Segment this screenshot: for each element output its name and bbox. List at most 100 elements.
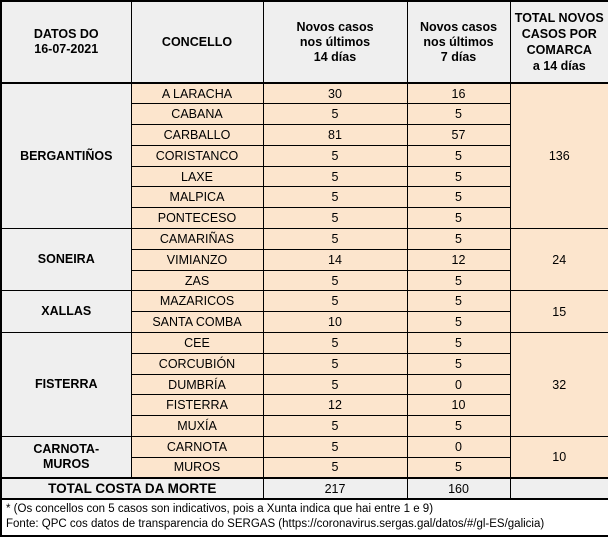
cases-7d-cell: 5 [406,415,511,438]
footnotes-cell: * (Os concellos con 5 casos son indicati… [0,498,608,537]
cases-7d-cell: 5 [406,332,511,354]
table-row: BERGANTIÑOS A LARACHA 30 16 136 [0,82,608,230]
cases-7d-cell: 5 [406,269,511,292]
table-row: ZAS 5 5 [1,269,608,292]
cases-14d-cell: 14 [262,248,408,271]
comarca-cell: XALLAS [0,290,132,334]
table-header: DATOS DO 16-07-2021 CONCELLO Novos casos… [0,0,608,84]
cases-14d-cell: 5 [262,103,408,126]
table-row: CARNOTA- MUROS CARNOTA 5 0 10 [0,436,608,479]
cases-14d-cell: 5 [262,144,408,167]
concello-cell: CABANA [130,103,264,126]
col-header-comarca-total: TOTAL NOVOS CASOS POR COMARCA a 14 días [509,0,608,84]
table-bottom: TOTAL COSTA DA MORTE 217 160 * (Os conce… [0,477,608,537]
total-row: TOTAL COSTA DA MORTE 217 160 [0,477,608,500]
cases-14d-cell: 5 [262,436,408,458]
concello-cell: DUMBRÍA [130,373,264,396]
concello-cell: MALPICA [130,186,264,209]
cases-7d-cell: 5 [406,186,511,209]
cases-14d-cell: 5 [262,332,408,354]
cases-14d-cell: 5 [262,290,408,313]
cases-14d-cell: 5 [262,207,408,230]
concello-cell: VIMIANZO [130,248,264,271]
cases-14d-cell: 5 [262,415,408,438]
total-7d-cell: 160 [406,477,511,500]
comarca-total-cell: 24 [509,228,608,292]
col-header-7d: Novos casos nos últimos 7 días [406,0,511,84]
report-date-header: DATOS DO 16-07-2021 [0,0,132,84]
concello-cell: ZAS [130,269,264,292]
header-row: DATOS DO 16-07-2021 CONCELLO Novos casos… [0,0,608,84]
footnote-asterisk: * (Os concellos con 5 casos son indicati… [6,503,434,516]
cases-14d-cell: 5 [262,373,408,396]
concello-cell: SANTA COMBA [130,311,264,334]
comarca-total-cell: 32 [509,332,608,438]
table-row: LAXE 5 5 [1,165,608,188]
cases-14d-cell: 81 [262,124,408,146]
cases-7d-cell: 5 [406,456,511,479]
footnotes-row: * (Os concellos con 5 casos son indicati… [0,498,608,537]
table-row: CORCUBIÓN 5 5 [1,352,608,375]
cases-14d-cell: 5 [262,456,408,479]
cases-7d-cell: 5 [406,352,511,375]
cases-14d-cell: 5 [262,165,408,188]
total-14d-cell: 217 [262,477,408,500]
table-row: CARBALLO 81 57 [1,124,608,146]
cases-7d-cell: 12 [406,248,511,271]
concello-cell: CARNOTA [130,436,264,458]
concello-cell: MAZARICOS [130,290,264,313]
table-row: PONTECESO 5 5 [1,207,608,230]
comarca-total-cell: 15 [509,290,608,334]
table-body: BERGANTIÑOS A LARACHA 30 16 136 CABANA 5 5 CARBA… [0,82,608,479]
cases-7d-cell: 5 [406,290,511,313]
comarca-total-cell: 10 [509,436,608,479]
table-row: DUMBRÍA 5 0 [1,373,608,396]
concello-cell: CARBALLO [130,124,264,146]
cases-7d-cell: 16 [406,82,511,105]
table-row: XALLAS MAZARICOS 5 5 15 [0,290,608,334]
total-empty-cell [509,477,608,500]
concello-cell: CORCUBIÓN [130,352,264,375]
table-row: FISTERRA 12 10 [1,394,608,417]
col-header-concello: CONCELLO [130,0,264,84]
cases-7d-cell: 10 [406,394,511,417]
comarca-total-cell: 136 [509,82,608,230]
cases-14d-cell: 5 [262,352,408,375]
concello-cell: CEE [130,332,264,354]
cases-7d-cell: 0 [406,373,511,396]
concello-cell: FISTERRA [130,394,264,417]
concello-cell: A LARACHA [130,82,264,105]
concello-cell: MUROS [130,456,264,479]
footnote-source: Fonte: QPC cos datos de transparencia do… [6,518,545,531]
concello-cell: PONTECESO [130,207,264,230]
cases-7d-cell: 5 [406,144,511,167]
total-label-cell: TOTAL COSTA DA MORTE [0,477,264,500]
table-row: MUROS 5 5 [1,456,608,479]
comarca-cell: FISTERRA [0,332,132,438]
table-row: MUXÍA 5 5 [1,415,608,438]
cases-14d-cell: 10 [262,311,408,334]
cases-7d-cell: 0 [406,436,511,458]
comarca-cell: CARNOTA- MUROS [0,436,132,479]
concello-cell: CORISTANCO [130,144,264,167]
cases-14d-cell: 30 [262,82,408,105]
concello-cell: MUXÍA [130,415,264,438]
cases-7d-cell: 57 [406,124,511,146]
concello-cell: CAMARIÑAS [130,228,264,250]
comarca-cell: BERGANTIÑOS [0,82,132,230]
cases-7d-cell: 5 [406,207,511,230]
cases-14d-cell: 5 [262,186,408,209]
cases-14d-cell: 5 [262,269,408,292]
comarca-cell: SONEIRA [0,228,132,292]
cases-7d-cell: 5 [406,103,511,126]
table-row: FISTERRA CEE 5 5 32 [0,332,608,438]
cases-14d-cell: 12 [262,394,408,417]
cases-7d-cell: 5 [406,228,511,250]
cases-7d-cell: 5 [406,311,511,334]
cases-14d-cell: 5 [262,228,408,250]
concello-cell: LAXE [130,165,264,188]
table-row: SONEIRA CAMARIÑAS 5 5 24 [0,228,608,292]
col-header-14d: Novos casos nos últimos 14 días [262,0,408,84]
